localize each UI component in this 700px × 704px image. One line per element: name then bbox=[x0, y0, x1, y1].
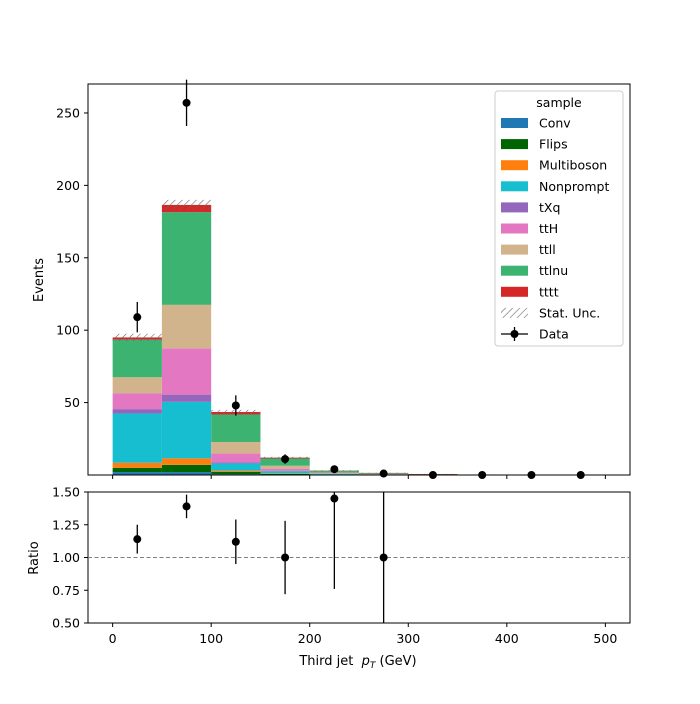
bar-flips-bin-0 bbox=[113, 468, 162, 472]
x-axis-label-prefix: Third jet bbox=[298, 654, 361, 669]
legend-conv-label: Conv bbox=[539, 116, 571, 131]
data-point-4 bbox=[330, 465, 338, 473]
legend-ttlnu-label: ttlnu bbox=[539, 263, 568, 278]
x-tick-label-0: 0 bbox=[109, 631, 117, 646]
bar-nonprompt-bin-2 bbox=[211, 463, 260, 470]
bar-tth-bin-2 bbox=[211, 454, 260, 463]
data-point-2 bbox=[232, 401, 240, 409]
legend-multiboson-label: Multiboson bbox=[539, 158, 607, 173]
ratio-plot: 0.50 0.75 1.00 1.25 1.50 0 100 200 300 400 500 bbox=[52, 485, 630, 647]
ratio-y-tick-label-3: 1.25 bbox=[52, 517, 80, 532]
bar-ttll-bin-2 bbox=[211, 442, 260, 454]
legend-flips-label: Flips bbox=[539, 137, 568, 152]
legend-tth-swatch bbox=[501, 224, 528, 234]
bar-txq-bin-1 bbox=[162, 395, 211, 402]
legend-data-label: Data bbox=[539, 327, 569, 342]
legend-tttt-swatch bbox=[501, 287, 528, 297]
bar-nonprompt-bin-1 bbox=[162, 402, 211, 458]
ratio-point-0 bbox=[133, 535, 141, 543]
bar-ttlnu-bin-0 bbox=[113, 340, 162, 378]
stat-unc-bin-1 bbox=[162, 200, 211, 210]
data-point-1 bbox=[183, 99, 191, 107]
legend-txq-swatch bbox=[501, 202, 528, 212]
bar-ttlnu-bin-2 bbox=[211, 414, 260, 442]
legend: sample Conv Flips Multiboson Nonprompt tXq ttH… bbox=[495, 91, 623, 346]
legend-multiboson-swatch bbox=[501, 160, 528, 170]
x-tick-label-5: 500 bbox=[593, 631, 617, 646]
legend-ttlnu-swatch bbox=[501, 266, 528, 276]
legend-tttt-label: tttt bbox=[539, 284, 559, 299]
bar-ttll-bin-1 bbox=[162, 305, 211, 348]
legend-flips-swatch bbox=[501, 139, 528, 149]
legend-title: sample bbox=[536, 95, 582, 110]
y-axis-label: Events bbox=[32, 258, 47, 302]
ratio-point-4 bbox=[330, 495, 338, 503]
legend-nonprompt-label: Nonprompt bbox=[539, 179, 609, 194]
bar-ttll-bin-0 bbox=[113, 377, 162, 393]
data-point-0 bbox=[133, 313, 141, 321]
bar-ttlnu-bin-1 bbox=[162, 212, 211, 305]
legend-stat-unc--swatch bbox=[501, 308, 528, 318]
data-point-6 bbox=[429, 471, 437, 479]
bar-nonprompt-bin-3 bbox=[260, 471, 309, 473]
ratio-point-2 bbox=[232, 538, 240, 546]
y-tick-label-1: 100 bbox=[56, 323, 80, 338]
y-tick-label-2: 150 bbox=[56, 250, 80, 265]
y-tick-label-4: 250 bbox=[56, 105, 80, 120]
bar-multiboson-bin-1 bbox=[162, 458, 211, 465]
bar-txq-bin-0 bbox=[113, 409, 162, 413]
x-tick-label-1: 100 bbox=[199, 631, 223, 646]
stat-unc-bin-0 bbox=[113, 334, 162, 341]
x-tick-label-3: 300 bbox=[396, 631, 420, 646]
data-point-3 bbox=[281, 455, 289, 463]
legend-conv-swatch bbox=[501, 118, 528, 128]
bar-multiboson-bin-2 bbox=[211, 471, 260, 472]
bar-flips-bin-1 bbox=[162, 465, 211, 472]
ratio-point-1 bbox=[183, 502, 191, 510]
legend-ttll-swatch bbox=[501, 245, 528, 255]
ratio-point-3 bbox=[281, 554, 289, 562]
legend-ttll-label: ttll bbox=[539, 242, 556, 257]
ratio-y-tick-label-1: 0.75 bbox=[52, 583, 80, 598]
x-tick-label-2: 200 bbox=[298, 631, 322, 646]
y-tick-label-3: 200 bbox=[56, 178, 80, 193]
bar-flips-bin-3 bbox=[260, 474, 309, 475]
bar-tth-bin-3 bbox=[260, 469, 309, 471]
bar-tth-bin-0 bbox=[113, 393, 162, 409]
legend-stat-unc--label: Stat. Unc. bbox=[539, 305, 600, 320]
ratio-y-tick-label-0: 0.50 bbox=[52, 616, 80, 631]
legend-tth-label: ttH bbox=[539, 221, 558, 236]
y-tick-label-0: 50 bbox=[64, 395, 80, 410]
ratio-y-axis-label: Ratio bbox=[27, 541, 42, 574]
legend-txq-label: tXq bbox=[539, 200, 560, 215]
ratio-point-5 bbox=[380, 554, 388, 562]
data-point-7 bbox=[478, 471, 486, 479]
x-axis-label-symbol: p bbox=[361, 654, 370, 669]
bar-ttll-bin-3 bbox=[260, 466, 309, 469]
x-tick-label-4: 400 bbox=[495, 631, 519, 646]
data-point-8 bbox=[527, 471, 535, 479]
data-point-5 bbox=[380, 470, 388, 478]
x-axis-label-suffix: (GeV) bbox=[375, 654, 416, 669]
bar-flips-bin-2 bbox=[211, 472, 260, 474]
legend-data-marker bbox=[511, 330, 519, 338]
ratio-y-tick-label-4: 1.50 bbox=[52, 485, 80, 500]
legend-nonprompt-swatch bbox=[501, 181, 528, 191]
bar-nonprompt-bin-0 bbox=[113, 413, 162, 462]
bar-multiboson-bin-0 bbox=[113, 463, 162, 468]
ratio-y-tick-label-2: 1.00 bbox=[52, 550, 80, 565]
bar-txq-bin-2 bbox=[211, 462, 260, 463]
bar-tth-bin-1 bbox=[162, 348, 211, 394]
x-axis-label: Third jet pT (GeV) bbox=[298, 654, 416, 671]
data-point-9 bbox=[577, 471, 585, 479]
